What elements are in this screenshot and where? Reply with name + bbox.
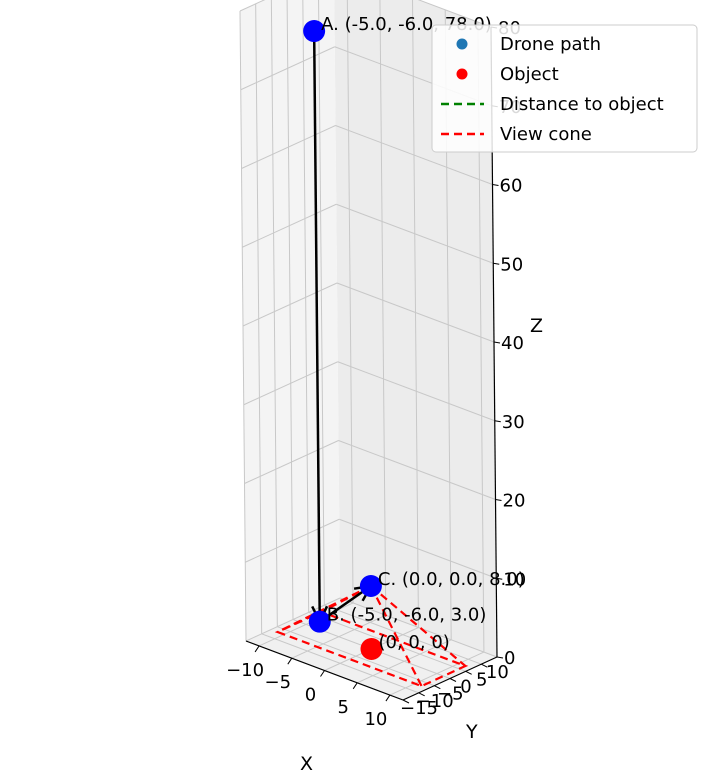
z-tick-mark [493,341,501,344]
y-tick-label: −10 [416,691,454,712]
y-tick-mark [481,663,488,668]
y-tick-mark [402,699,410,704]
grid-line-y [255,3,263,634]
y-tick-label: −5 [437,684,464,705]
view-cone-edge [369,585,423,687]
x-tick-mark [287,657,293,665]
view-cone-edge [320,585,372,613]
y-tick-label: 5 [476,669,487,690]
object-point-label: (0, 0, 0) [379,632,450,653]
grid-line-y [286,0,294,620]
x-tick-label: −10 [226,660,264,681]
y-tick-label: −15 [400,698,438,719]
grid-line-x [412,0,419,628]
x-tick-label: −5 [265,672,292,693]
grid-line-y [261,633,419,694]
legend-marker [456,68,468,80]
grid-line-x [379,0,387,616]
z-tick-mark [495,499,502,501]
x-tick-label: 5 [337,697,348,718]
z-axis-title: Z [530,315,543,337]
grid-line-y [318,0,325,606]
y-tick-label: 10 [486,662,509,683]
z-tick-mark [493,262,500,265]
y-tick-mark [465,670,472,675]
x-tick-mark [320,670,325,677]
drone-point-a [303,20,326,43]
z-tick-label: 60 [500,176,523,197]
legend-box [431,24,698,153]
x-tick-mark [254,645,260,653]
x-tick-label: 0 [305,685,316,706]
legend-label: Object [500,64,559,85]
z-tick-label: 20 [503,491,526,512]
y-tick-mark [449,678,457,682]
legend-marker [456,38,468,50]
grid-line-z [417,0,492,28]
legend: Drone path Object Distance to object View c… [431,24,698,153]
z-tick-label: 0 [504,648,515,669]
legend-label: Distance to object [500,94,664,115]
drone-point-c [359,575,382,597]
legend-label: View cone [500,124,592,145]
grid-line-y [270,0,278,627]
x-tick-label: 10 [364,709,387,730]
drone-point-b [308,610,331,633]
y-axis-title: Y [465,721,478,743]
z-tick-label: 50 [500,254,523,275]
z-tick-mark [492,184,499,186]
grid-line-y [277,626,435,687]
x-axis-title: X [300,753,313,772]
z-tick-mark [496,577,503,580]
path-arrow-line [312,31,322,622]
z-tick-mark [496,656,504,659]
grid-line-y [324,604,482,665]
data-points [303,20,383,660]
drone-point-label: C. (0.0, 0.0, 8.0) [378,569,525,590]
z-tick-label: 10 [503,569,526,590]
y-tick-mark [418,692,425,697]
drone-point-label: B. (-5.0, -6.0, 3.0) [327,605,487,626]
z-tick-label: 30 [502,412,525,433]
object-point [360,638,383,660]
z-tick-label: 40 [501,333,524,354]
grid-line-x [346,0,354,603]
view-cone-edge [370,585,467,667]
y-tick-label: 0 [460,677,471,698]
grid-line-y [308,611,466,672]
view-cone [274,585,469,688]
legend-label: Drone path [500,34,601,55]
y-tick-mark [434,685,441,690]
grid-line-y [302,0,310,613]
x-tick-mark [352,682,358,690]
z-tick-mark [494,420,501,423]
x-tick-mark [385,694,391,702]
grid-line-y [239,10,247,642]
